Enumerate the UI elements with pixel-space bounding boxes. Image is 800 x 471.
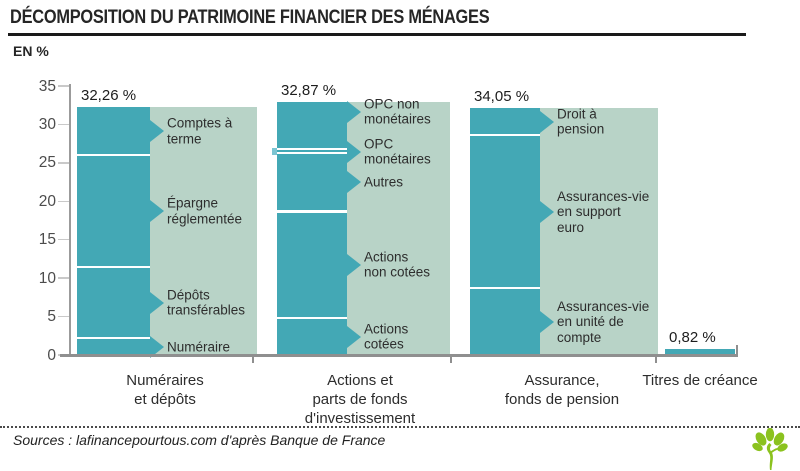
- segment-arrow-icon: [150, 120, 164, 143]
- segment-autres: [277, 152, 347, 212]
- segment-arrow-icon: [347, 140, 361, 163]
- segment-label-numeraire: Numéraire: [167, 338, 231, 354]
- y-axis-tick: [58, 200, 69, 203]
- y-axis-tick: [58, 123, 69, 126]
- y-axis-tick-label: 25: [38, 154, 56, 172]
- segment-titres-de-creance-bar: [665, 348, 735, 355]
- segment-label-assurances-vie-en-unite-de-compte: Assurances-vie en unité de compte: [557, 298, 650, 345]
- x-axis-tick: [252, 353, 254, 363]
- y-axis-tick: [58, 277, 69, 279]
- x-axis-tick: [655, 353, 657, 363]
- x-axis-tick: [450, 353, 452, 363]
- opc-monetaires-marker: [272, 147, 277, 155]
- title-underline: [8, 33, 746, 36]
- x-axis-end-tick: [736, 345, 738, 354]
- label-panel-assurance-fonds-de-pension: [540, 108, 658, 354]
- page-title: DÉCOMPOSITION DU PATRIMOINE FINANCIER DE…: [10, 6, 490, 28]
- y-axis-tick: [58, 315, 69, 318]
- segment-separator: [277, 151, 347, 155]
- y-axis-line: [69, 84, 71, 357]
- segment-arrow-icon: [540, 110, 554, 133]
- segment-separator: [277, 147, 347, 151]
- y-axis-tick: [58, 162, 69, 164]
- footer-divider: [0, 426, 800, 428]
- segment-epargne-reglementee: [77, 155, 150, 267]
- segment-label-actions-non-cotees: Actions non cotées: [364, 249, 431, 280]
- segment-label-autres: Autres: [364, 174, 404, 190]
- segment-label-actions-cotees: Actions cotées: [364, 321, 409, 352]
- segment-separator: [277, 316, 347, 320]
- segment-arrow-icon: [540, 310, 554, 333]
- segment-separator: [470, 286, 540, 290]
- y-axis-tick: [58, 238, 69, 241]
- x-axis-line: [60, 353, 738, 357]
- tree-logo: [752, 428, 788, 470]
- y-axis-unit-label: EN %: [13, 43, 49, 59]
- y-axis-tick-label: 30: [38, 115, 56, 133]
- segment-label-epargne-reglementee: Épargne réglementée: [167, 195, 243, 227]
- segment-actions-non-cotees: [277, 211, 347, 319]
- segment-label-comptes-a-terme: Comptes à terme: [167, 115, 233, 147]
- segment-arrow-icon: [150, 291, 164, 314]
- segment-arrow-icon: [150, 200, 164, 223]
- y-axis-tick-label: 35: [38, 77, 56, 95]
- segment-depots-transferables: [77, 266, 150, 339]
- segment-separator: [470, 133, 540, 137]
- y-axis-tick-label: 0: [47, 346, 56, 364]
- segment-comptes-a-terme: [77, 107, 150, 156]
- segment-label-opc-monetaires: OPC monétaires: [364, 136, 431, 167]
- total-label-numeraires-et-depots: 32,26 %: [81, 87, 137, 105]
- segment-arrow-icon: [347, 253, 361, 276]
- total-label-assurance-fonds-de-pension: 34,05 %: [474, 88, 530, 106]
- total-label-actions-et-parts-de-fonds: 32,87 %: [281, 82, 337, 100]
- segment-separator: [77, 265, 150, 269]
- category-label-assurance-fonds-de-pension: Assurance, fonds de pension: [504, 372, 620, 408]
- category-label-titres-de-creance: Titres de créance: [642, 372, 758, 389]
- y-axis-tick-label: 20: [38, 192, 56, 210]
- segment-separator: [77, 153, 150, 157]
- y-axis-tick-label: 15: [38, 231, 56, 249]
- category-label-actions-et-parts-de-fonds: Actions et parts de fonds d'investisseme…: [304, 372, 416, 427]
- y-axis-tick: [58, 85, 69, 87]
- segment-label-droit-a-pension: Droit à pension: [557, 106, 605, 137]
- segment-assurances-vie-en-unite-de-compte: [470, 288, 540, 355]
- segment-label-assurances-vie-en-support-euro: Assurances-vie en support euro: [557, 188, 650, 235]
- segment-label-opc-non-monetaires: OPC non monétaires: [364, 96, 431, 127]
- y-axis-tick-label: 5: [47, 308, 56, 326]
- segment-arrow-icon: [347, 100, 361, 123]
- segment-opc-non-monetaires: [277, 102, 347, 149]
- total-label-titres-de-creance: 0,82 %: [669, 328, 716, 346]
- segment-separator: [277, 209, 347, 213]
- source-text: Sources : lafinancepourtous.com d'après …: [13, 432, 386, 448]
- y-axis-tick-label: 10: [38, 269, 56, 287]
- segment-actions-cotees: [277, 318, 347, 355]
- segment-numeraire: [77, 338, 150, 355]
- category-label-numeraires-et-depots: Numéraires et dépôts: [126, 372, 204, 408]
- segment-separator: [77, 336, 150, 340]
- segment-assurances-vie-en-support-euro: [470, 135, 540, 289]
- segment-arrow-icon: [347, 171, 361, 194]
- segment-arrow-icon: [150, 335, 164, 358]
- segment-arrow-icon: [347, 325, 361, 348]
- label-panel-numeraires-et-depots: [150, 107, 257, 354]
- segment-arrow-icon: [540, 200, 554, 223]
- segment-label-depots-transferables: Dépôts transférables: [167, 287, 246, 318]
- segment-opc-monetaires: [277, 149, 347, 153]
- label-panel-actions-et-parts-de-fonds: [347, 102, 450, 354]
- segment-droit-a-pension: [470, 108, 540, 136]
